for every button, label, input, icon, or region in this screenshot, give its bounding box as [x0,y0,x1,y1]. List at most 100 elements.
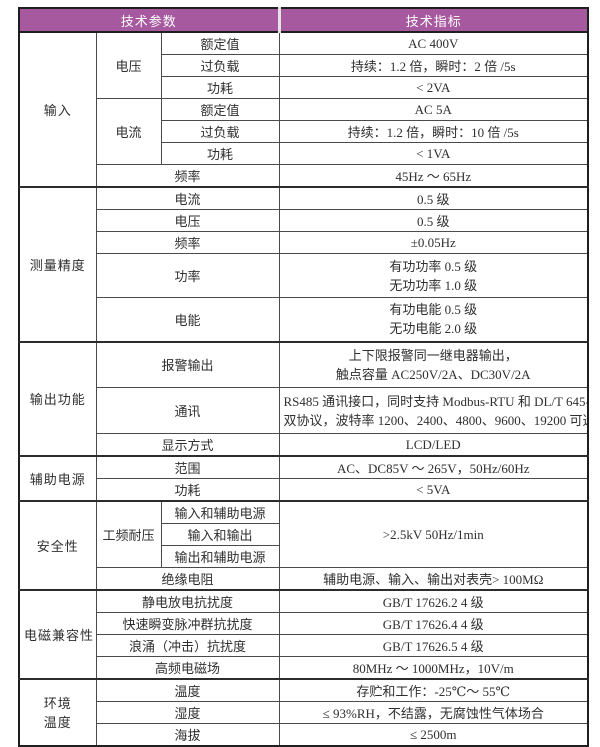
table-header-row: 技术参数 技术指标 [18,7,589,33]
table-row: 电流 额定值 AC 5A [19,98,589,165]
param-insulation: 绝缘电阻 [95,567,280,591]
param-emc-esd: 静电放电抗扰度 [95,589,280,613]
table-row: 输入和输出 [19,523,588,546]
section-label-environment: 环境 温度 [18,678,97,747]
param-accuracy-current: 电流 [95,186,280,210]
value-accuracy-energy: 有功电能 0.5 级 无功电能 2.0 级 [278,297,589,342]
table-row: 过负载 持续：1.2 倍，瞬时：10 倍 /5s [19,120,589,143]
param-aux-range: 范围 [95,455,280,479]
value-voltage-consumption: < 2VA [278,76,589,99]
value-insulation: 辅助电源、输入、输出对表壳> 100MΩ [278,567,589,591]
value-line: 有功电能 0.5 级 [389,302,478,318]
section-label-emc: 电磁兼容性 [18,589,97,680]
table-row: 快速瞬变脉冲群抗扰度 GB/T 17626.4 4 级 [19,612,589,635]
param-voltage-consumption: 功耗 [160,76,280,99]
value-output-display: LCD/LED [278,433,589,457]
param-accuracy-frequency: 频率 [95,231,280,254]
param-output-alarm: 报警输出 [95,340,280,388]
value-line: 无功电能 2.0 级 [389,321,478,337]
value-current-rated: AC 5A [278,98,589,121]
section-label-accuracy: 测量精度 [18,186,97,342]
spec-table: 技术参数 技术指标 输入 电压 额定值 AC 400V 过负载 持续：1.2 倍… [18,7,589,747]
param-accuracy-energy: 电能 [95,297,280,342]
table-row: 功率 有功功率 0.5 级 无功功率 1.0 级 [19,253,589,298]
value-output-comm: RS485 通讯接口，同时支持 Modbus-RTU 和 DL/T 645-20… [278,387,589,434]
param-withstand-3: 输出和辅助电源 [160,545,280,568]
param-emc-surge: 浪涌（冲击）抗扰度 [95,634,280,657]
table-row: 电磁兼容性 静电放电抗扰度 GB/T 17626.2 4 级 [18,589,589,680]
param-output-display: 显示方式 [95,433,280,457]
value-accuracy-current: 0.5 级 [278,186,589,210]
header-params: 技术参数 [18,7,280,33]
group-label-withstand: 工频耐压 [95,500,162,568]
table-row: 频率 ±0.05Hz [19,231,589,254]
section-label-safety: 安全性 [18,500,97,591]
value-accuracy-frequency: ±0.05Hz [278,231,589,254]
param-accuracy-voltage: 电压 [95,209,280,232]
table-row: 输出功能 报警输出 上下限报警同一继电器输出， 触点容量 AC250V/2A、D… [18,340,589,457]
param-input-frequency: 频率 [95,164,280,188]
value-output-alarm: 上下限报警同一继电器输出， 触点容量 AC250V/2A、DC30V/2A [278,340,589,388]
group-label-voltage: 电压 [95,31,162,99]
table-row: 通讯 RS485 通讯接口，同时支持 Modbus-RTU 和 DL/T 645… [19,387,589,434]
value-emc-eft: GB/T 17626.4 4 级 [278,612,589,635]
value-line: 有功功率 0.5 级 [389,258,478,274]
value-accuracy-voltage: 0.5 级 [278,209,589,232]
table-row: 频率 45Hz ～ 65Hz [19,164,589,188]
param-current-consumption: 功耗 [160,142,280,165]
table-row: 功耗 < 5VA [19,478,589,502]
value-line: RS485 通讯接口，同时支持 Modbus-RTU 和 DL/T 645-20… [283,393,588,409]
param-env-humidity: 湿度 [95,701,280,724]
value-voltage-rated: AC 400V [278,31,589,55]
table-row: 显示方式 LCD/LED [19,433,589,457]
section-label-input: 输入 [18,31,97,188]
value-voltage-overload: 持续：1.2 倍，瞬时：2 倍 /5s [278,54,589,77]
group-label-current: 电流 [95,98,162,165]
table-row: 安全性 工频耐压 输入和辅助电源 >2.5kV 50Hz/1min [18,500,589,591]
value-line: 无功功率 1.0 级 [389,277,478,293]
table-row: 高频电磁场 80MHz ～ 1000MHz，10V/m [19,656,589,680]
section-label-line: 温度 [43,714,72,730]
value-line: 双协议，波特率 1200、2400、4800、9600、19200 可选 [283,412,588,428]
value-aux-consumption: < 5VA [278,478,589,502]
param-output-comm: 通讯 [95,387,280,434]
value-emc-rf: 80MHz ～ 1000MHz，10V/m [278,656,589,680]
param-current-rated: 额定值 [160,98,280,121]
value-env-humidity: ≤ 93%RH，不结露，无腐蚀性气体场合 [278,701,589,724]
table-row: 浪涌（冲击）抗扰度 GB/T 17626.5 4 级 [19,634,589,657]
table-row: 环境 温度 温度 存贮和工作：-25℃～ 55℃ [18,678,589,747]
value-input-frequency: 45Hz ～ 65Hz [278,164,589,188]
value-emc-surge: GB/T 17626.5 4 级 [278,634,589,657]
table-row: 辅助电源 范围 AC、DC85V ～ 265V，50Hz/60Hz [18,455,589,502]
value-accuracy-power: 有功功率 0.5 级 无功功率 1.0 级 [278,253,589,298]
param-emc-eft: 快速瞬变脉冲群抗扰度 [95,612,280,635]
section-label-aux-power: 辅助电源 [18,455,97,502]
param-voltage-overload: 过负载 [160,54,280,77]
table-row: 湿度 ≤ 93%RH，不结露，无腐蚀性气体场合 [19,701,589,724]
table-row: 功耗 < 1VA [19,142,589,165]
value-line: 触点容量 AC250V/2A、DC30V/2A [335,366,531,382]
value-line: 上下限报警同一继电器输出， [348,347,518,363]
value-current-consumption: < 1VA [278,142,589,165]
param-voltage-rated: 额定值 [160,31,280,55]
param-withstand-1: 输入和辅助电源 [160,500,280,524]
table-row: 输入 电压 额定值 AC 400V [18,31,589,188]
section-label-line: 环境 [43,695,72,711]
value-emc-esd: GB/T 17626.2 4 级 [278,589,589,613]
param-accuracy-power: 功率 [95,253,280,298]
param-current-overload: 过负载 [160,120,280,143]
table-row: 测量精度 电流 0.5 级 [18,186,589,342]
table-row: 绝缘电阻 辅助电源、输入、输出对表壳> 100MΩ [19,567,589,591]
param-env-temp: 温度 [95,678,280,702]
header-indicators: 技术指标 [277,7,589,33]
param-withstand-2: 输入和输出 [160,523,280,546]
section-label-output: 输出功能 [18,340,97,457]
param-emc-rf: 高频电磁场 [95,656,280,680]
table-row: 电压 0.5 级 [19,209,589,232]
value-withstand: >2.5kV 50Hz/1min [278,500,589,568]
table-row: 电能 有功电能 0.5 级 无功电能 2.0 级 [19,297,589,342]
param-aux-consumption: 功耗 [95,478,280,502]
table-row: 输出和辅助电源 [19,545,588,568]
value-env-temp: 存贮和工作：-25℃～ 55℃ [278,678,589,702]
